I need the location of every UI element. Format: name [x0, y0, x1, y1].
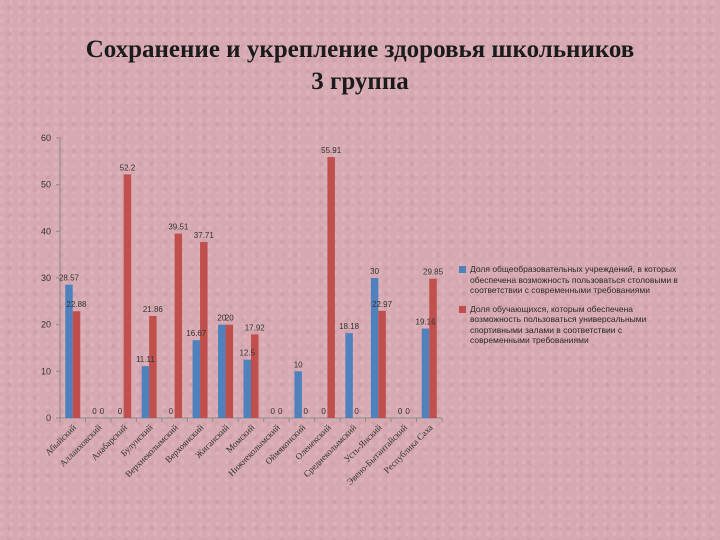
chart-data-labels: 28.570 011.11016.672012.5010018.1830019.1… — [59, 146, 444, 416]
bar-series-1 — [421, 328, 430, 418]
legend-item-series-1: Доля общеобразовательных учреждений, в к… — [459, 264, 681, 296]
bar-series-1 — [192, 340, 201, 418]
bar-series-1 — [243, 359, 251, 418]
chart-x-tick-labels: АбыйскийАллаиховскийАнабарскийБулунскийВ… — [43, 422, 435, 487]
data-label-series-1: 10 — [294, 360, 303, 369]
slide-title: Сохранение и укрепление здоровья школьни… — [0, 34, 720, 98]
data-label-series-1: 30 — [370, 267, 379, 276]
bar-series-2 — [149, 315, 157, 418]
data-label-series-1: 0 — [169, 407, 174, 416]
data-label-series-1: 12.5 — [239, 349, 255, 358]
data-label-series-1: 0 — [321, 407, 326, 416]
legend-item-series-2: Доля обучающихся, которым обеспечена воз… — [459, 304, 681, 346]
data-label-series-2: 21.86 — [143, 305, 164, 314]
bar-series-2 — [225, 324, 234, 418]
legend-swatch-series-2 — [459, 305, 466, 313]
data-label-series-2: 20 — [225, 314, 234, 323]
bar-series-1 — [370, 278, 379, 418]
data-label-series-1: 20 — [217, 314, 226, 323]
data-label-series-2: 29.85 — [423, 268, 444, 277]
legend-label-series-1: Доля общеобразовательных учреждений, в к… — [470, 264, 678, 295]
bar-series-2 — [251, 334, 259, 418]
y-tick-label: 10 — [41, 366, 51, 376]
y-tick-label: 30 — [41, 273, 51, 283]
bar-series-1 — [345, 333, 353, 418]
data-label-series-2: 0 — [278, 407, 283, 416]
bar-series-2 — [327, 157, 335, 418]
data-label-series-2: 22.88 — [66, 300, 87, 309]
slide-title-line-1: Сохранение и укрепление здоровья школьни… — [85, 36, 635, 63]
bar-series-2 — [72, 311, 81, 418]
data-label-series-1: 19.16 — [416, 318, 437, 327]
bar-series-1 — [65, 284, 73, 418]
data-label-series-2: 22.97 — [372, 300, 393, 309]
data-label-series-1: 28.57 — [59, 274, 80, 283]
data-label-series-2: 37.71 — [194, 231, 215, 240]
bar-series-2 — [200, 242, 208, 418]
slide-title-line-2: 3 группа — [311, 68, 409, 95]
y-tick-label: 40 — [41, 226, 51, 236]
data-label-series-2: 0 — [100, 407, 105, 416]
bar-series-2 — [378, 310, 386, 418]
legend-swatch-series-1 — [459, 266, 466, 273]
chart-bars — [65, 157, 437, 418]
chart-legend: Доля общеобразовательных учреждений, в к… — [459, 264, 681, 354]
data-label-series-1: 11.11 — [136, 355, 155, 364]
bar-series-2 — [174, 233, 183, 418]
bar-series-1 — [294, 371, 302, 418]
data-label-series-2: 0 — [354, 407, 359, 416]
data-label-series-2: 55.91 — [321, 146, 342, 155]
y-tick-label: 0 — [46, 413, 51, 423]
data-label-series-2: 52.2 — [120, 163, 136, 172]
data-label-series-1: 16.67 — [186, 329, 207, 338]
data-label-series-1: 0 — [270, 407, 275, 416]
bar-series-2 — [123, 174, 132, 418]
y-tick-label: 20 — [41, 320, 51, 330]
legend-label-series-2: Доля обучающихся, которым обеспечена воз… — [470, 303, 647, 346]
y-tick-label: 60 — [41, 133, 51, 143]
data-label-series-1: 0 — [92, 407, 97, 416]
data-label-series-2: 0 — [405, 407, 410, 416]
y-tick-label: 50 — [41, 180, 51, 190]
data-label-series-1: 0 — [118, 407, 123, 416]
data-label-series-2: 0 — [303, 407, 308, 416]
data-label-series-1: 18.18 — [339, 322, 360, 331]
data-label-series-2: 39.51 — [168, 223, 189, 232]
bar-series-1 — [218, 324, 226, 418]
data-label-series-2: 17.92 — [245, 323, 266, 332]
bar-series-2 — [429, 278, 437, 418]
bar-series-1 — [141, 366, 150, 418]
data-label-series-1: 0 — [398, 407, 403, 416]
